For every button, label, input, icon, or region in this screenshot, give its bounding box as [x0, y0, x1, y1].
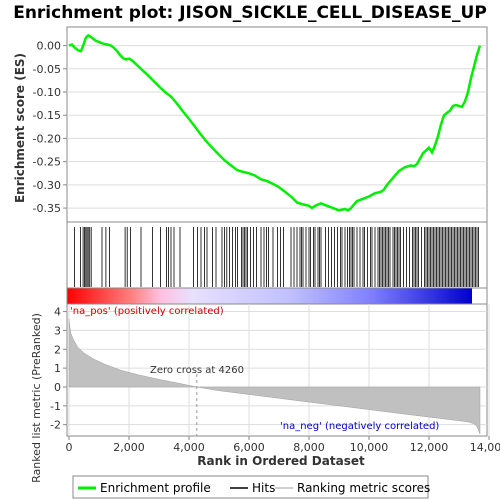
- es-tick-label: -0.15: [33, 109, 61, 122]
- metric-tick-label: 0: [54, 381, 61, 394]
- es-tick-label: -0.10: [33, 86, 61, 99]
- es-y-ticks: 0.00 -0.05 -0.10 -0.15 -0.20 -0.25 -0.30 -0.35: [33, 40, 67, 215]
- metric-tick-label: 2: [54, 343, 61, 356]
- rank-color-bar: [67, 288, 472, 304]
- legend-es-label: Enrichment profile: [100, 481, 211, 495]
- pos-label: 'na_pos' (positively correlated): [70, 306, 224, 317]
- x-tick-label: 0: [66, 441, 73, 454]
- x-tick-label: 6,000: [233, 441, 265, 454]
- ranking-metric-area: [68, 319, 481, 435]
- hits-panel-frame: [66, 221, 488, 289]
- zero-cross-label: Zero cross at 4260: [150, 365, 244, 376]
- x-tick-label: 12,000: [410, 441, 449, 454]
- es-tick-label: 0.00: [37, 40, 62, 53]
- x-tick-label: 4,000: [173, 441, 205, 454]
- x-tick-label: 8,000: [293, 441, 325, 454]
- legend-box: [72, 475, 429, 499]
- es-tick-label: -0.05: [33, 63, 61, 76]
- legend-hits-label: Hits: [252, 481, 275, 495]
- chart-title: Enrichment plot: JISON_SICKLE_CELL_DISEA…: [13, 3, 487, 23]
- es-tick-label: -0.30: [33, 179, 61, 192]
- neg-label: 'na_neg' (negatively correlated): [280, 421, 439, 432]
- legend-metric-label: Ranking metric scores: [297, 481, 430, 495]
- es-y-axis-label: Enrichment score (ES): [13, 53, 27, 203]
- metric-tick-label: -1: [50, 400, 61, 413]
- metric-tick-label: 4: [54, 306, 61, 319]
- x-axis-label: Rank in Ordered Dataset: [197, 454, 365, 468]
- es-grid: [67, 45, 487, 209]
- x-tick-label: 10,000: [350, 441, 389, 454]
- es-tick-label: -0.20: [33, 132, 61, 145]
- metric-tick-label: 1: [54, 362, 61, 375]
- enrichment-profile-line: [68, 33, 482, 212]
- hits-marks: [74, 227, 479, 287]
- es-panel-frame: [66, 26, 488, 223]
- es-tick-label: -0.35: [33, 202, 61, 215]
- es-tick-label: -0.25: [33, 156, 61, 169]
- x-tick-label: 2,000: [113, 441, 145, 454]
- metric-y-axis-label: Ranked list metric (PreRanked): [30, 313, 43, 483]
- metric-y-ticks: 4 3 2 1 0 -1 -2: [50, 306, 67, 432]
- metric-x-ticks: 0 2,000 4,000 6,000 8,000 10,000 12,000 14,000: [66, 436, 500, 454]
- metric-tick-label: 3: [54, 324, 61, 337]
- x-tick-label: 14,000: [470, 441, 500, 454]
- metric-tick-label: -2: [50, 419, 61, 432]
